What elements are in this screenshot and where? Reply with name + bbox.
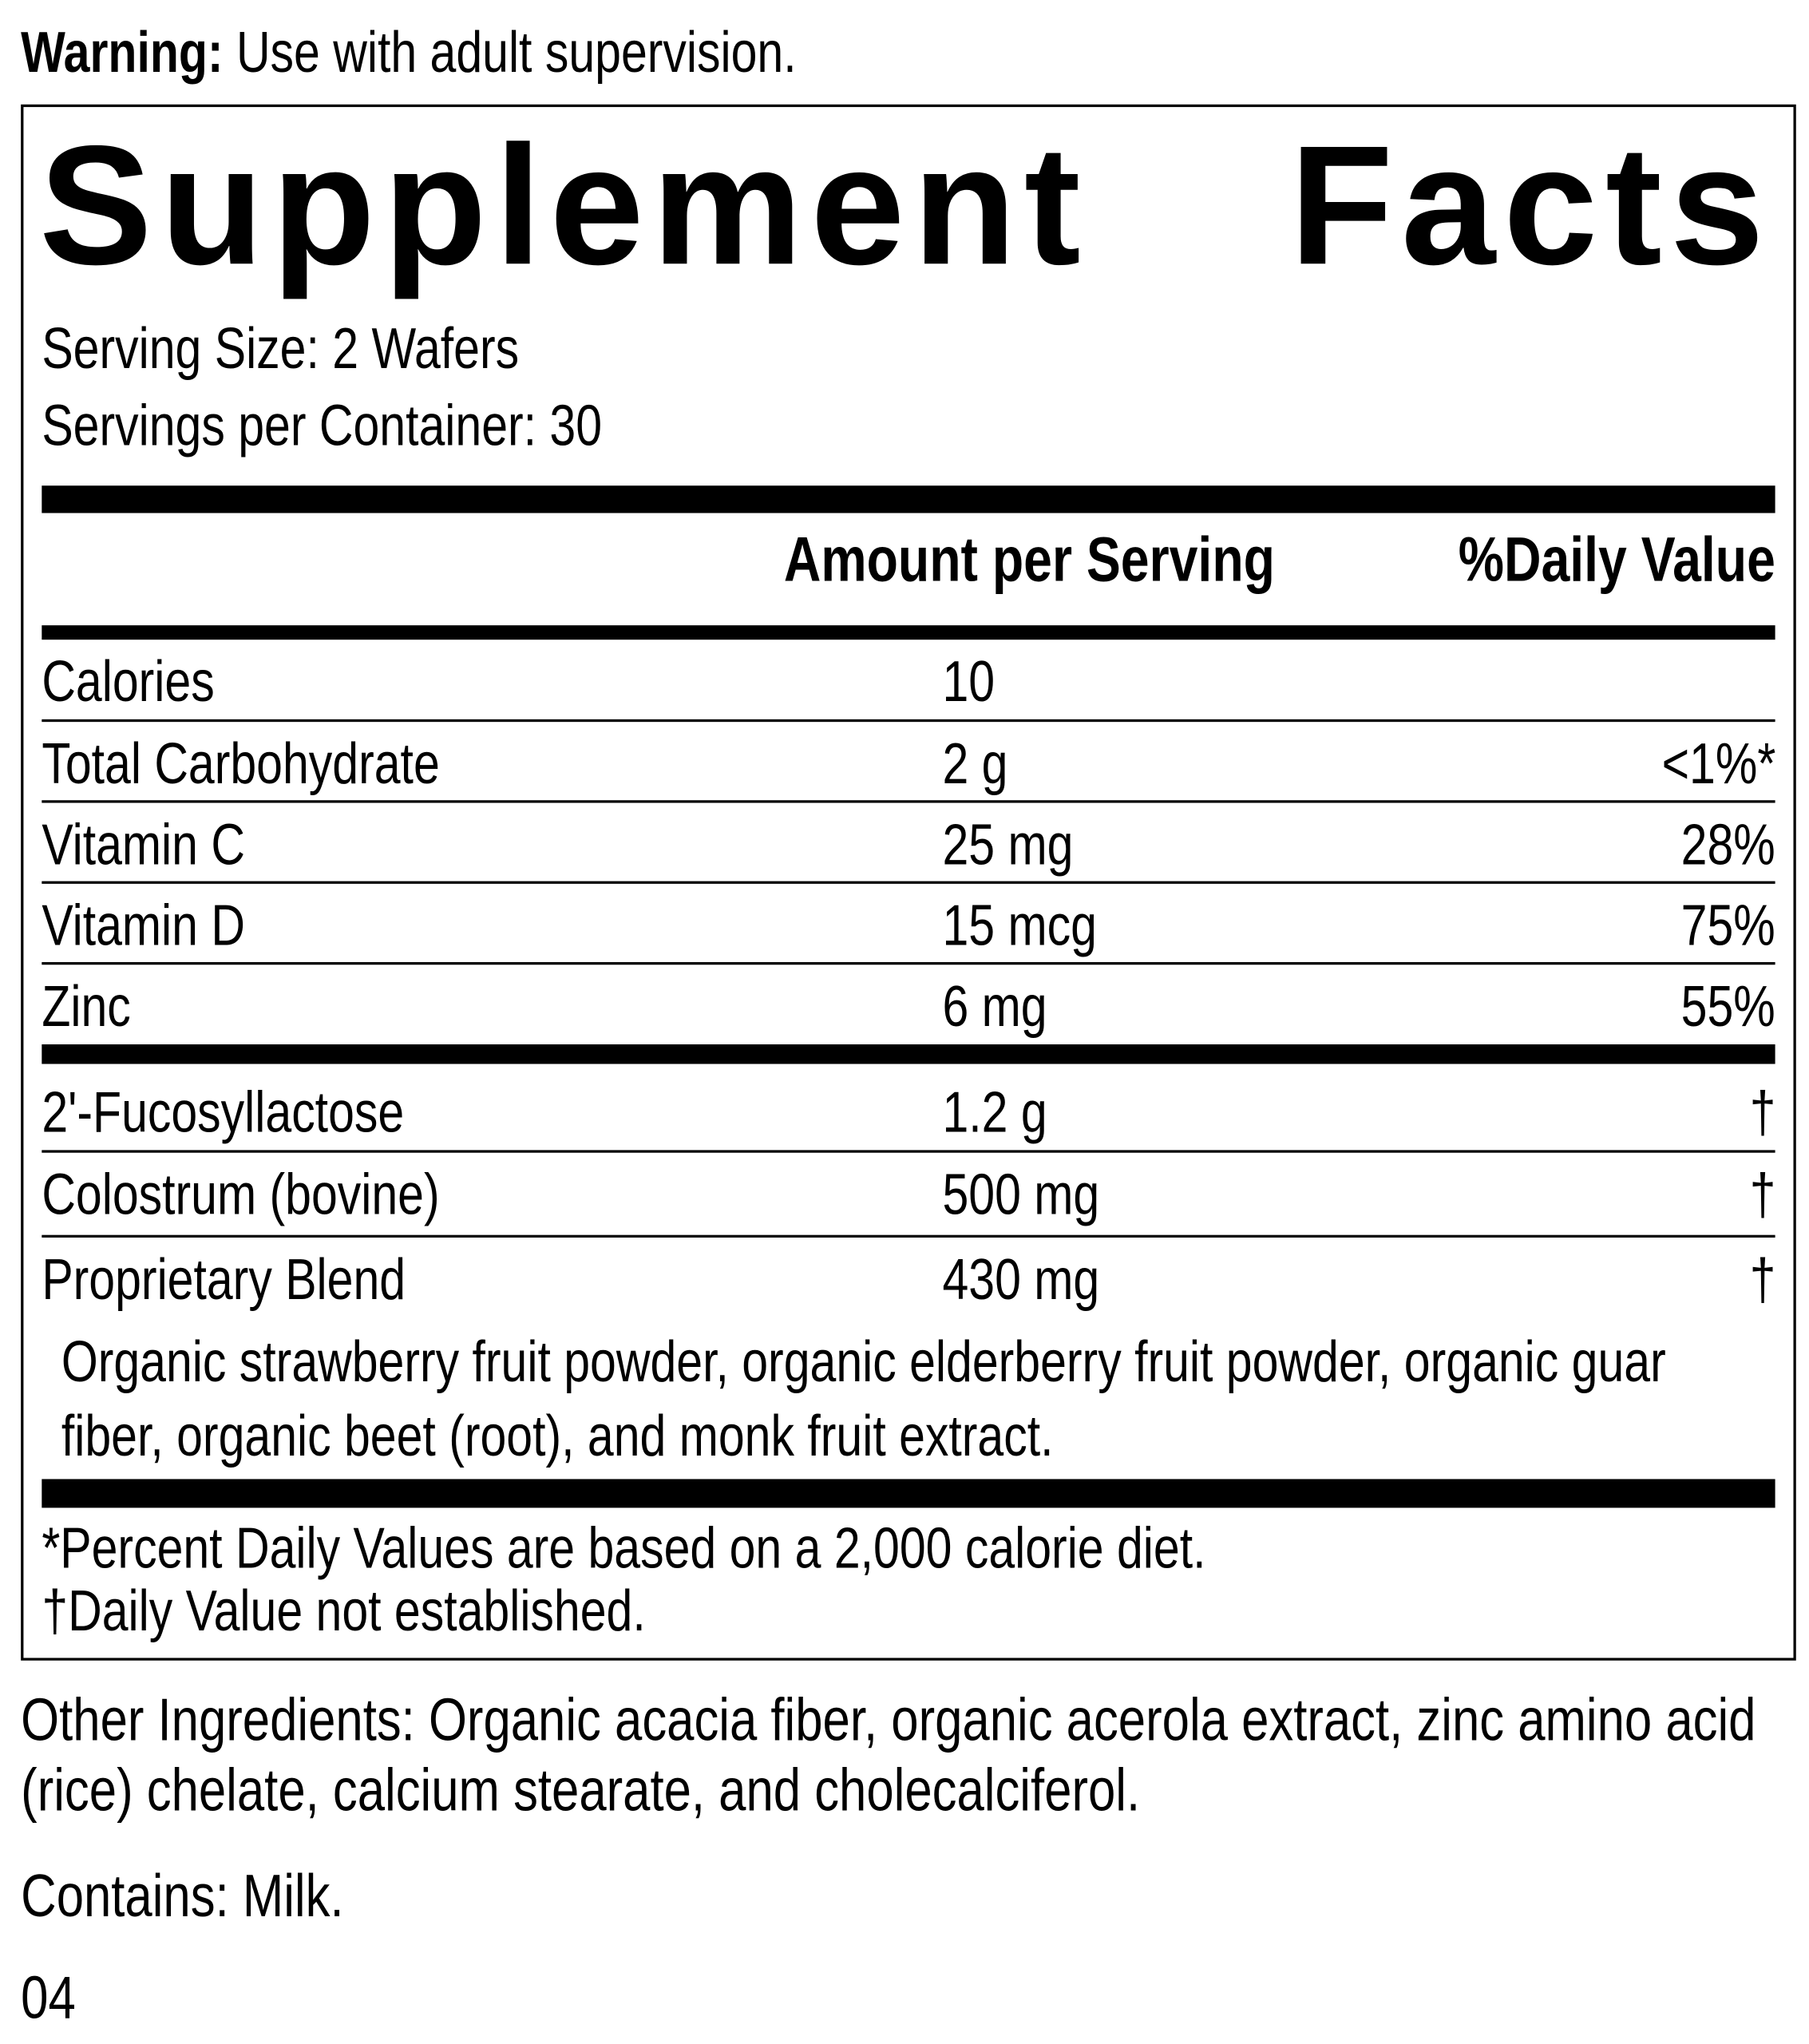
warning-label: Warning: bbox=[21, 21, 224, 85]
allergen-statement: Contains: Milk. bbox=[21, 1861, 344, 1930]
nutrient-row: Vitamin C 25 mg 28% bbox=[42, 803, 1775, 884]
nutrient-name: Colostrum (bovine) bbox=[42, 1163, 440, 1227]
footnote-percent-dv: *Percent Daily Values are based on a 2,0… bbox=[42, 1516, 1206, 1581]
nutrient-name: Proprietary Blend bbox=[42, 1248, 406, 1313]
label-code: 04 bbox=[21, 1963, 76, 2032]
thick-divider bbox=[42, 1479, 1775, 1508]
nutrient-amount: 15 mcg bbox=[942, 893, 1097, 959]
nutrient-dv: † bbox=[1748, 1080, 1775, 1145]
nutrient-name: Vitamin D bbox=[42, 893, 245, 959]
servings-per-container: Servings per Container: 30 bbox=[42, 394, 603, 458]
medium-divider bbox=[42, 625, 1775, 640]
nutrient-name: Zinc bbox=[42, 975, 131, 1040]
header-daily-value: %Daily Value bbox=[1458, 525, 1775, 596]
nutrient-row: Zinc 6 mg 55% bbox=[42, 965, 1775, 1044]
nutrient-row: Total Carbohydrate 2 g <1%* bbox=[42, 722, 1775, 803]
nutrient-row: Colostrum (bovine) 500 mg † bbox=[42, 1153, 1775, 1238]
blend-ingredients: Organic strawberry fruit powder, organic… bbox=[61, 1330, 1666, 1469]
nutrient-amount: 25 mg bbox=[942, 813, 1074, 877]
thick-divider bbox=[42, 485, 1775, 513]
footnote-dagger: †Daily Value not established. bbox=[42, 1579, 646, 1644]
thick-divider bbox=[42, 1044, 1775, 1064]
nutrient-amount: 500 mg bbox=[942, 1163, 1100, 1227]
nutrient-amount: 2 g bbox=[942, 732, 1008, 797]
nutrient-name: 2'-Fucosyllactose bbox=[42, 1080, 405, 1145]
nutrient-name: Calories bbox=[42, 650, 215, 715]
nutrient-row: Vitamin D 15 mcg 75% bbox=[42, 884, 1775, 965]
title-word-1: Supplement bbox=[39, 109, 1089, 301]
other-ingredients: Other Ingredients: Organic acacia fiber,… bbox=[21, 1685, 1756, 1824]
title-word-2: Facts bbox=[1289, 109, 1772, 301]
nutrient-dv: <1%* bbox=[1661, 732, 1775, 797]
nutrient-amount: 430 mg bbox=[942, 1248, 1100, 1313]
serving-size: Serving Size: 2 Wafers bbox=[42, 317, 520, 382]
nutrient-amount: 6 mg bbox=[942, 975, 1047, 1040]
nutrient-dv: † bbox=[1748, 1163, 1775, 1227]
nutrient-name: Total Carbohydrate bbox=[42, 732, 440, 797]
nutrient-amount: 10 bbox=[942, 650, 996, 715]
nutrient-amount: 1.2 g bbox=[942, 1080, 1047, 1145]
nutrient-row: 2'-Fucosyllactose 1.2 g † bbox=[42, 1071, 1775, 1153]
nutrient-dv: 55% bbox=[1680, 975, 1775, 1040]
nutrient-dv: 75% bbox=[1680, 893, 1775, 959]
nutrient-row: Calories 10 bbox=[42, 640, 1775, 723]
nutrient-row: Proprietary Blend 430 mg † bbox=[42, 1238, 1775, 1318]
nutrient-dv: † bbox=[1748, 1248, 1775, 1313]
nutrient-dv: 28% bbox=[1680, 813, 1775, 877]
warning-text: Use with adult supervision. bbox=[223, 21, 797, 85]
warning: Warning: Use with adult supervision. bbox=[21, 21, 967, 86]
supplement-facts-panel bbox=[21, 104, 1796, 1661]
header-amount: Amount per Serving bbox=[784, 525, 1276, 596]
nutrient-name: Vitamin C bbox=[42, 813, 245, 877]
